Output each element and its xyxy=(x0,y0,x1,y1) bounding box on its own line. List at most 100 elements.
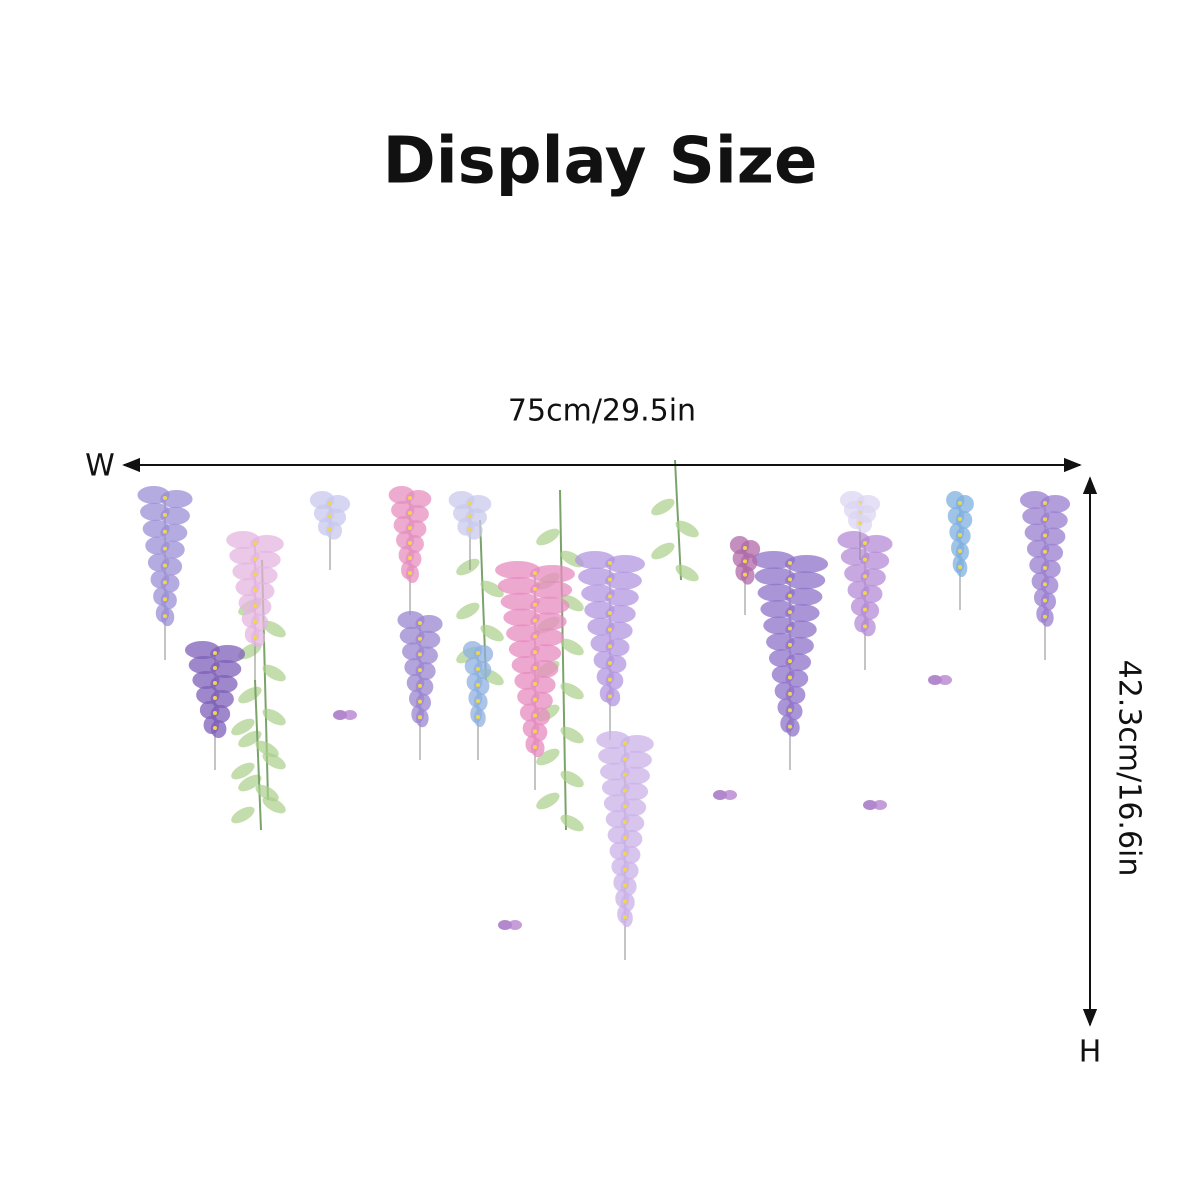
leaf xyxy=(262,752,286,770)
leaf xyxy=(262,708,286,726)
pistil xyxy=(418,699,422,704)
butterfly xyxy=(938,675,952,685)
pistil xyxy=(1043,533,1047,538)
petal xyxy=(860,568,886,587)
petal xyxy=(860,585,883,603)
leaf xyxy=(536,748,560,766)
petal xyxy=(855,515,873,533)
petal xyxy=(210,660,242,678)
pistil xyxy=(533,634,537,639)
butterfly xyxy=(498,920,512,930)
petal xyxy=(1040,608,1054,627)
petal xyxy=(785,669,809,688)
pistil xyxy=(608,577,612,582)
petal xyxy=(785,636,814,655)
pistil xyxy=(1043,501,1047,505)
petal xyxy=(530,612,567,631)
petal xyxy=(620,909,633,928)
pistil xyxy=(213,651,217,655)
pistil xyxy=(1043,566,1047,570)
leaf xyxy=(675,564,699,582)
petal xyxy=(415,646,438,665)
pistil xyxy=(408,496,412,500)
pistil xyxy=(608,644,612,649)
petal xyxy=(620,830,643,848)
petal xyxy=(860,618,876,637)
pistil xyxy=(253,603,257,608)
pistil xyxy=(253,572,257,577)
pistil xyxy=(213,681,217,685)
petal xyxy=(405,505,429,523)
pistil xyxy=(863,574,867,579)
petal xyxy=(605,555,645,573)
petal xyxy=(405,490,432,508)
pistil xyxy=(163,546,167,551)
pistil xyxy=(533,713,537,718)
pistil xyxy=(623,772,627,777)
petal xyxy=(1040,560,1061,578)
leaf xyxy=(238,686,262,704)
pistil xyxy=(863,607,867,612)
petal xyxy=(160,540,185,559)
petal xyxy=(250,629,266,648)
pistil xyxy=(476,715,480,719)
petal xyxy=(325,521,343,540)
petal xyxy=(415,630,441,649)
petal xyxy=(784,555,829,573)
petal xyxy=(530,628,564,647)
pistil xyxy=(533,618,537,623)
petal xyxy=(530,596,570,615)
petal xyxy=(605,688,621,707)
petal xyxy=(529,565,575,583)
petal xyxy=(620,798,647,817)
petal xyxy=(785,587,823,606)
petal xyxy=(160,523,188,542)
petal xyxy=(160,490,193,508)
petal xyxy=(250,550,281,569)
pistil xyxy=(408,556,412,560)
pistil xyxy=(253,541,257,545)
pistil xyxy=(1043,549,1047,554)
pistil xyxy=(863,624,867,629)
pistil xyxy=(623,788,627,793)
petal xyxy=(575,551,615,569)
leaf xyxy=(262,664,286,682)
pistil xyxy=(163,614,167,619)
leaf xyxy=(651,498,675,516)
pistil xyxy=(163,496,167,500)
petal xyxy=(1040,495,1071,513)
petal xyxy=(605,655,627,673)
petal xyxy=(473,645,494,663)
petal xyxy=(785,685,806,704)
width-label: 75cm/29.5in xyxy=(508,394,696,429)
petal xyxy=(754,567,796,586)
petal xyxy=(497,576,541,595)
pistil xyxy=(408,511,412,515)
pistil xyxy=(623,741,627,745)
pistil xyxy=(163,563,167,568)
petal xyxy=(160,574,180,593)
pistil xyxy=(788,642,792,647)
petal xyxy=(529,580,573,599)
pistil xyxy=(623,915,627,920)
width-marker: W xyxy=(85,449,115,484)
pistil xyxy=(623,867,627,872)
petal xyxy=(473,709,486,727)
leaf xyxy=(560,814,584,832)
petal xyxy=(860,601,880,620)
pistil xyxy=(418,715,422,720)
leaf xyxy=(560,594,584,612)
petal xyxy=(250,535,284,553)
leaf xyxy=(231,718,255,736)
petal xyxy=(210,720,227,738)
pistil xyxy=(533,602,537,607)
pistil xyxy=(788,659,792,664)
butterfly xyxy=(508,920,522,930)
leaf xyxy=(238,774,262,792)
leaf xyxy=(560,726,584,744)
petal xyxy=(495,561,541,579)
vine xyxy=(254,679,262,831)
pistil xyxy=(623,820,627,825)
pistil xyxy=(623,756,627,761)
